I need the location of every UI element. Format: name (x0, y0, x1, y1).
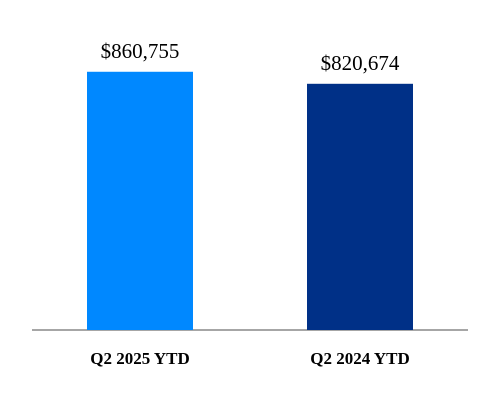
value-label-1: $820,674 (321, 51, 400, 75)
value-labels-group: $860,755 $820,674 (101, 39, 400, 75)
bars-group (87, 71, 413, 331)
x-tick-label-1: Q2 2024 YTD (310, 349, 410, 368)
tick-labels-group: Q2 2025 YTD Q2 2024 YTD (90, 349, 410, 368)
value-label-0: $860,755 (101, 39, 180, 63)
x-tick-label-0: Q2 2025 YTD (90, 349, 190, 368)
bar-1 (307, 83, 413, 331)
bar-0 (87, 71, 193, 330)
